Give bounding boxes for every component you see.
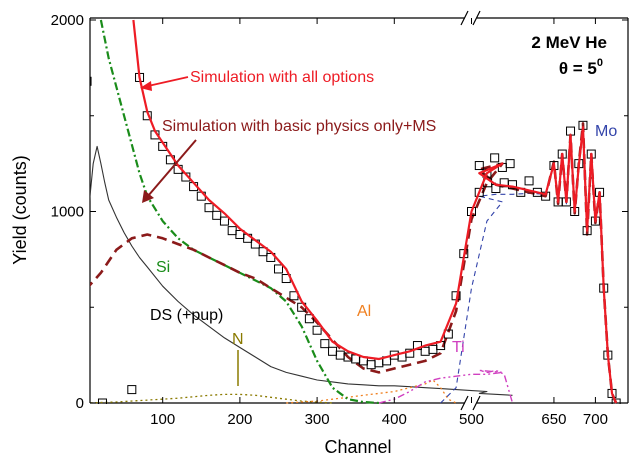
y-axis-title: Yield (counts) xyxy=(10,155,30,264)
axis-break-mark xyxy=(472,395,481,411)
experiment-point xyxy=(219,216,229,226)
experiment-point xyxy=(204,203,214,213)
x-tick-label: 300 xyxy=(305,411,330,428)
experiment-point xyxy=(320,339,330,349)
series-line-basic-physics xyxy=(90,122,618,404)
experiment-point xyxy=(428,344,438,354)
label-mo: Mo xyxy=(595,123,617,140)
experiment-point xyxy=(258,247,268,257)
label-ds: DS (+pup) xyxy=(150,307,223,324)
basic-physics-arrowhead xyxy=(142,190,154,203)
series-line-ti xyxy=(378,369,514,404)
label-al: Al xyxy=(357,303,371,320)
angle-label-sup: 0 xyxy=(597,57,603,69)
series-line-all-options xyxy=(132,19,618,404)
series-line-n xyxy=(90,393,333,404)
y-tick-label: 2000 xyxy=(51,12,84,29)
tick-layer: 0 1000 2000 100 200 300 400 500 650 700 xyxy=(51,12,628,428)
experiment-point xyxy=(420,346,430,356)
x-tick-label: 650 xyxy=(541,411,566,428)
series-layer xyxy=(90,19,621,404)
experiment-point xyxy=(312,325,322,335)
experiment-point xyxy=(274,264,283,274)
experiment-point xyxy=(490,153,500,163)
experiment-point xyxy=(507,180,517,190)
y-tick-label: 1000 xyxy=(51,204,84,221)
experiment-point xyxy=(335,350,345,360)
all-options-arrowhead xyxy=(140,81,152,91)
y-tick-label: 0 xyxy=(76,395,84,412)
basic-physics-arrow xyxy=(147,139,197,197)
label-si: Si xyxy=(156,259,170,276)
label-ti: Ti xyxy=(452,339,465,356)
x-axis-title: Channel xyxy=(324,437,391,457)
experiment-point xyxy=(474,187,484,197)
label-n: N xyxy=(232,331,244,348)
experiment-point xyxy=(524,176,534,186)
experiment-point xyxy=(127,385,137,395)
x-tick-label: 200 xyxy=(227,411,252,428)
experiment-point xyxy=(611,398,621,404)
experiment-point xyxy=(90,76,92,86)
x-tick-label: 700 xyxy=(583,411,608,428)
axis-break-mark xyxy=(460,10,469,26)
annotation-all-options: Simulation with all options xyxy=(190,69,374,86)
experiment-point xyxy=(227,226,237,236)
experiment-point xyxy=(212,210,222,220)
angle-label-main: θ = 5 xyxy=(559,59,597,78)
all-options-arrow xyxy=(147,76,189,87)
series-line-ds xyxy=(90,145,513,396)
x-tick-label: 100 xyxy=(150,411,175,428)
experiment-point xyxy=(97,398,107,404)
energy-label: 2 MeV He xyxy=(531,33,607,52)
experiment-point xyxy=(304,314,314,324)
experiment-point xyxy=(328,346,338,356)
axis-break-mark xyxy=(472,10,481,26)
experiment-point xyxy=(366,360,376,370)
series-line-al xyxy=(286,379,457,404)
experiment-point xyxy=(474,161,484,171)
x-tick-label: 400 xyxy=(382,411,407,428)
experiment-point xyxy=(505,159,515,169)
x-tick-label: 500 xyxy=(459,411,484,428)
plot-frame xyxy=(89,10,629,411)
angle-label: θ = 50 xyxy=(559,57,603,78)
annotation-basic-physics: Simulation with basic physics only+MS xyxy=(162,118,436,135)
axis-break-mark xyxy=(460,395,469,411)
